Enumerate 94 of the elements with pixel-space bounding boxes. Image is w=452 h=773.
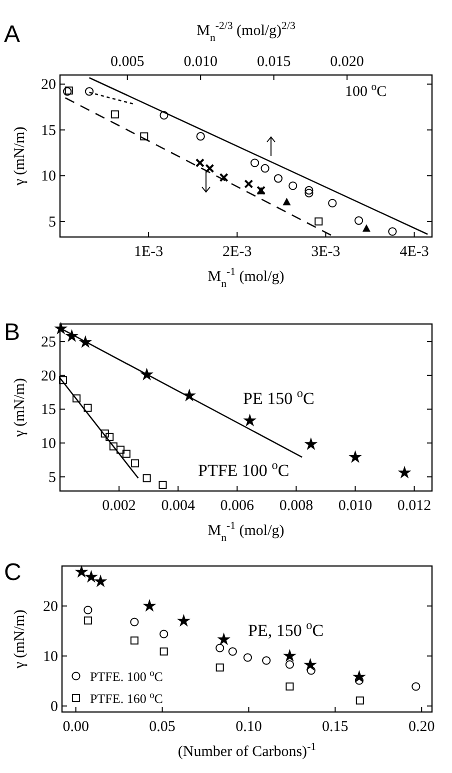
x-tick-label: 1E-3: [134, 244, 164, 260]
point: [74, 565, 88, 578]
x2-axis-title: M$_{n}$$^{-2/3}$ (mol/g)$^{2/3}$: [196, 20, 296, 44]
y-tick-label: 0: [50, 699, 58, 715]
point: [130, 636, 138, 644]
point: [140, 132, 148, 140]
point: [109, 442, 118, 450]
point: [116, 446, 125, 454]
y-axis-title: γ (mN/m): [12, 378, 28, 438]
x-tick-label: 0.008: [279, 498, 314, 514]
point: [286, 682, 294, 690]
y-tick-label: 20: [41, 368, 56, 384]
legend-label: PTFE. 100 $^{o}$C: [90, 669, 163, 684]
y-tick-label: 15: [41, 402, 56, 418]
y-tick-label: 10: [43, 649, 58, 665]
point: [142, 474, 151, 482]
point: [216, 664, 224, 672]
point: [160, 648, 168, 656]
y-tick-label: 15: [41, 122, 56, 139]
x-axis-title: M$_{n}$$^{-1}$ (mol/g): [208, 520, 284, 544]
point: [205, 164, 214, 173]
point: [195, 158, 204, 168]
point: [84, 404, 92, 412]
y-tick-label: 20: [43, 599, 58, 615]
y-tick-label: 5: [48, 214, 56, 230]
point: [243, 414, 256, 426]
x-tick-label: 0.10: [236, 719, 262, 735]
point: [110, 110, 119, 118]
point: [228, 647, 237, 656]
y-tick-label: 5: [48, 470, 56, 486]
x-axis-title: M$_{n}$$^{-1}$ (mol/g): [208, 266, 284, 290]
x-tick-label: 0.002: [102, 498, 136, 514]
chart-title: B: [4, 319, 20, 346]
point: [142, 599, 156, 612]
point: [285, 660, 294, 669]
x2-tick-label: 0.020: [330, 54, 364, 70]
point: [314, 217, 323, 226]
point: [100, 430, 109, 438]
point: [122, 450, 130, 458]
annotation: 100 $^{o}$C: [345, 81, 387, 100]
point: [306, 666, 316, 675]
point: [244, 179, 254, 188]
x2-tick-label: 0.005: [110, 54, 144, 70]
point: [130, 618, 139, 626]
point: [219, 173, 228, 182]
point: [106, 432, 114, 441]
x-tick-label: 0.006: [220, 498, 255, 514]
y-tick-label: 10: [41, 168, 56, 185]
point: [84, 606, 92, 614]
x-tick-label: 0.004: [161, 498, 196, 514]
x-tick-label: 3E-3: [311, 244, 340, 260]
x-tick-label: 0.15: [322, 719, 348, 735]
y-tick-label: 20: [41, 77, 56, 94]
point: [304, 437, 318, 450]
point: [282, 198, 291, 206]
x2-tick-label: 0.010: [184, 54, 218, 70]
point: [283, 649, 296, 662]
point: [177, 614, 190, 627]
annotation: PTFE 100 $^{o}$C: [198, 458, 290, 480]
point: [72, 394, 81, 402]
point: [216, 644, 224, 652]
x-tick-label: 0.05: [149, 719, 176, 735]
legend-label: PTFE. 160 $^{o}$C: [90, 691, 163, 706]
point: [84, 570, 98, 583]
chart-title: C: [4, 559, 22, 586]
point: [158, 480, 167, 489]
x-axis-title: (Number of Carbons)$^{-1}$: [178, 741, 316, 760]
x-tick-label: 0.20: [408, 719, 435, 735]
point: [160, 630, 168, 638]
x-tick-label: 2E-3: [222, 244, 252, 260]
x-tick-label: 0.012: [397, 498, 432, 514]
chart-title: A: [4, 21, 20, 48]
point: [262, 656, 271, 665]
y-axis-title: γ (mN/m): [12, 126, 28, 186]
x-tick-label: 0.00: [62, 719, 89, 735]
point: [412, 682, 420, 691]
point: [130, 459, 139, 468]
x-tick-label: 4E-3: [400, 244, 429, 260]
point: [217, 632, 230, 646]
x2-tick-label: 0.015: [256, 54, 291, 70]
annotation: PE, 150 $^{o}$C: [248, 618, 324, 640]
point: [398, 466, 412, 478]
point: [362, 224, 370, 232]
point: [54, 322, 68, 334]
point: [84, 616, 92, 624]
point: [348, 450, 362, 463]
point: [356, 696, 364, 704]
annotation: PE 150 $^{o}$C: [243, 386, 314, 408]
y-tick-label: 25: [41, 334, 56, 351]
x-tick-label: 0.010: [338, 498, 372, 514]
point: [243, 653, 252, 662]
y-tick-label: 10: [41, 436, 56, 452]
point: [94, 574, 108, 588]
y-axis-title: γ (mN/m): [12, 610, 28, 670]
